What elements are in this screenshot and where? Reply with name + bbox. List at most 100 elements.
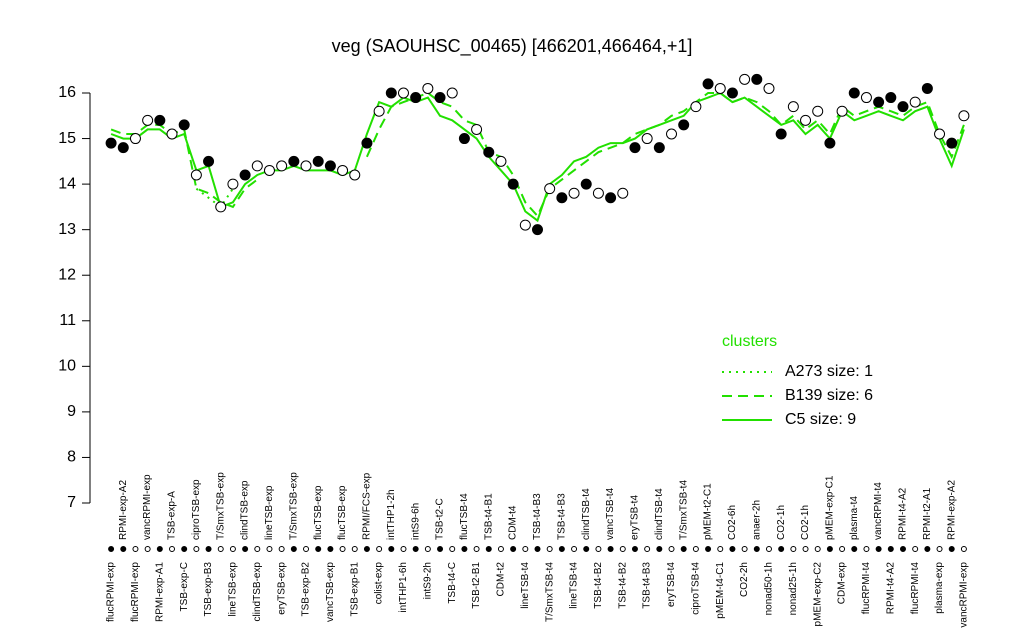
x-tick-label: vancRPMI-t4 <box>873 482 884 540</box>
x-tick-label: eryTSB-exp <box>276 562 287 615</box>
sample-dot <box>278 546 285 552</box>
sample-point <box>532 224 543 236</box>
sample-dot <box>948 546 955 552</box>
sample-dot <box>473 546 480 552</box>
sample-dot <box>717 546 724 552</box>
legend-label: B139 size: 6 <box>785 387 873 404</box>
x-tick-label: colist-exp <box>374 562 385 605</box>
x-tick-label: flucRPMI-t4 <box>910 562 921 615</box>
x-tick-label: flucTSB-t4 <box>459 493 470 540</box>
x-tick-label: CO2-1h <box>800 505 811 540</box>
sample-dot <box>510 546 517 552</box>
sample-point <box>519 219 531 231</box>
x-tick-label: TSB-exp-B3 <box>203 562 214 617</box>
sample-point <box>276 160 288 172</box>
sample-point <box>544 183 556 195</box>
sample-dot <box>437 546 444 552</box>
x-tick-label: intS9-6h <box>410 503 421 540</box>
x-tick-label: RPMI-t2-A1 <box>922 487 933 540</box>
y-tick-label: 16 <box>58 84 76 101</box>
sample-dot <box>205 546 212 552</box>
sample-dot <box>802 546 809 552</box>
cluster-line <box>195 187 234 209</box>
legend-label: C5 size: 9 <box>785 411 856 428</box>
sample-point <box>349 169 361 181</box>
sample-dot <box>680 546 687 552</box>
sample-point <box>824 137 836 149</box>
sample-dot <box>571 546 578 552</box>
sample-dot <box>156 546 163 552</box>
x-tick-label: TSB-exp-A <box>167 491 178 540</box>
x-tick-label: CDM-exp <box>837 562 848 605</box>
x-tick-label: TSB-t4-B2 <box>617 562 628 609</box>
sample-point <box>483 146 495 158</box>
sample-dot <box>924 546 931 552</box>
sample-point <box>324 160 336 172</box>
x-tick-label: pMEM-t4-C1 <box>715 562 726 619</box>
x-tick-label: flucRPMI-exp <box>106 562 117 622</box>
sample-point <box>605 192 617 204</box>
x-tick-label: pMEM-t2-C1 <box>703 483 714 540</box>
sample-point <box>860 92 872 104</box>
sample-point <box>288 155 300 167</box>
sample-dot <box>741 546 748 552</box>
x-tick-label: RPMI-t4-A2 <box>885 562 896 615</box>
sample-point <box>458 133 470 145</box>
x-tick-label: TSB-t4-B3 <box>557 493 568 540</box>
x-tick-label: RPMI-exp-A1 <box>154 562 165 622</box>
sample-point <box>946 137 958 149</box>
x-tick-label: pMEM-exp-C2 <box>812 562 823 627</box>
sample-dot <box>826 546 833 552</box>
sample-dot <box>546 546 553 552</box>
sample-dot <box>351 546 358 552</box>
x-tick-label: flucRPMI-exp <box>130 562 141 622</box>
sample-point <box>166 128 178 140</box>
sample-dot <box>656 546 663 552</box>
sample-dot <box>461 546 468 552</box>
sample-dot <box>558 546 565 552</box>
x-tick-label: clindTSB-exp <box>240 480 251 540</box>
sample-dot <box>217 546 224 552</box>
x-tick-label: CDM-t2 <box>496 562 507 597</box>
sample-point <box>300 160 312 172</box>
sample-point <box>434 92 446 104</box>
x-tick-label: RPMI-t4-A2 <box>898 487 909 540</box>
x-tick-label: vancRPMI-exp <box>959 562 970 628</box>
x-tick-label: eryTSB-t4 <box>630 495 641 540</box>
y-tick-label: 14 <box>58 175 76 192</box>
sample-dot <box>315 546 322 552</box>
sample-point <box>142 114 154 126</box>
sample-point <box>678 119 690 131</box>
x-tick-label: CO2-2h <box>739 562 750 597</box>
x-tick-label: CO2-1h <box>776 505 787 540</box>
x-tick-label: clindTSB-exp <box>252 562 263 622</box>
x-tick-label: TSB-t4-C <box>447 562 458 604</box>
sample-dot <box>778 546 785 552</box>
sample-dot <box>229 546 236 552</box>
sample-dot <box>875 546 882 552</box>
x-tick-label: TSB-t4-B3 <box>642 562 653 609</box>
sample-dot <box>485 546 492 552</box>
sample-point <box>726 87 738 99</box>
sample-dot <box>644 546 651 552</box>
sample-dot <box>193 546 200 552</box>
x-tick-label: TSB-t4-B3 <box>532 493 543 540</box>
x-tick-label: T/SmxTSB-t4 <box>678 480 689 540</box>
sample-point <box>446 87 458 99</box>
sample-point <box>215 201 227 213</box>
sample-point <box>227 178 239 190</box>
sample-dot <box>912 546 919 552</box>
sample-point <box>653 142 665 154</box>
x-tick-label: TSB-t2-C <box>435 498 446 540</box>
sample-dot <box>692 546 699 552</box>
cluster-line <box>110 91 965 223</box>
x-tick-label: RPMI-exp-A2 <box>946 480 957 540</box>
sample-point <box>385 87 397 99</box>
sample-point <box>592 187 604 199</box>
x-tick-label: TSB-t4-B1 <box>483 493 494 540</box>
sample-dot <box>497 546 504 552</box>
cluster-line <box>365 91 965 218</box>
x-tick-label: TSB-exp-B1 <box>349 562 360 617</box>
